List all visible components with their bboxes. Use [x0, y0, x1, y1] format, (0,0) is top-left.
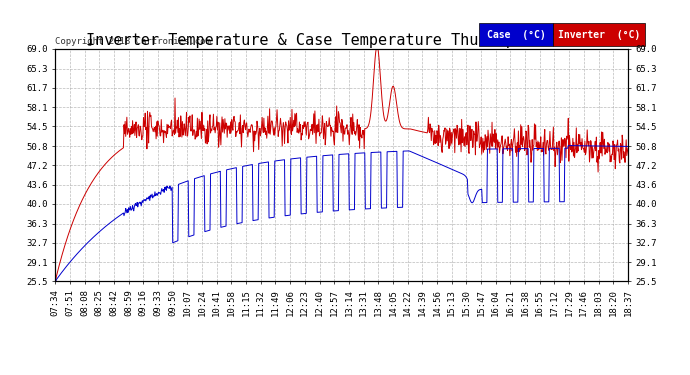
Title: Inverter Temperature & Case Temperature Thu Sep 20 18:52: Inverter Temperature & Case Temperature … — [86, 33, 597, 48]
FancyBboxPatch shape — [479, 23, 553, 46]
Text: Copyright 2018 Cartronics.com: Copyright 2018 Cartronics.com — [55, 38, 211, 46]
Text: Case  (°C): Case (°C) — [487, 30, 546, 40]
Text: Inverter  (°C): Inverter (°C) — [558, 30, 640, 40]
FancyBboxPatch shape — [553, 23, 645, 46]
